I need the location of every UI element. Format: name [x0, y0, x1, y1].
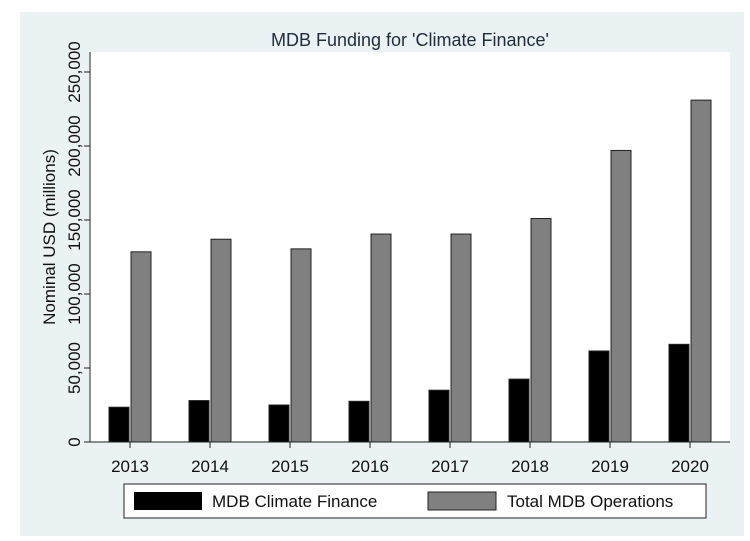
- bar-climate-finance-2014: [188, 400, 210, 443]
- chart-container: MDB Funding for 'Climate Finance' Nomina…: [20, 12, 744, 536]
- bar-total-operations-2014: [210, 238, 232, 443]
- y-tick-label: 50,000: [65, 342, 84, 394]
- bar-chart: MDB Funding for 'Climate Finance' Nomina…: [40, 30, 730, 519]
- bar-climate-finance-2013: [108, 406, 130, 443]
- y-tick-label: 200,000: [65, 115, 84, 176]
- bar-climate-finance-2015: [268, 404, 290, 443]
- bar-total-operations-2020: [690, 99, 712, 443]
- x-tick-label: 2017: [431, 457, 469, 476]
- bar-climate-finance-2018: [508, 378, 530, 443]
- bar-total-operations-2013: [130, 251, 152, 443]
- x-tick-label: 2020: [671, 457, 709, 476]
- legend-box: [123, 483, 707, 519]
- chart-title: MDB Funding for 'Climate Finance': [271, 30, 549, 50]
- legend-label-climate-finance: MDB Climate Finance: [212, 492, 377, 511]
- bar-total-operations-2015: [290, 248, 312, 443]
- legend: MDB Climate Finance Total MDB Operations: [123, 483, 707, 519]
- x-ticks: 2013 2014 2015 2016 2017 2018 2019 2020: [111, 442, 709, 476]
- y-tick-label: 100,000: [65, 263, 84, 324]
- x-tick-label: 2014: [191, 457, 229, 476]
- bar-climate-finance-2019: [588, 350, 610, 443]
- x-tick-label: 2015: [271, 457, 309, 476]
- bar-total-operations-2017: [450, 233, 472, 443]
- plot-area: [90, 52, 730, 442]
- bar-climate-finance-2017: [428, 389, 450, 443]
- bar-climate-finance-2016: [348, 400, 370, 443]
- y-tick-label: 150,000: [65, 189, 84, 250]
- x-tick-label: 2013: [111, 457, 149, 476]
- x-tick-label: 2018: [511, 457, 549, 476]
- y-tick-label: 0: [65, 437, 84, 446]
- y-tick-label: 250,000: [65, 41, 84, 102]
- y-ticks: 0 50,000 100,000 150,000 200,000 250,000: [65, 41, 90, 447]
- legend-swatch-climate-finance: [134, 492, 202, 510]
- bar-total-operations-2016: [370, 233, 392, 443]
- legend-swatch-total-operations: [427, 491, 497, 511]
- y-axis-label: Nominal USD (millions): [40, 149, 59, 325]
- x-tick-label: 2019: [591, 457, 629, 476]
- bar-total-operations-2019: [610, 149, 632, 443]
- bar-total-operations-2018: [530, 218, 552, 443]
- bar-climate-finance-2020: [668, 343, 690, 443]
- bars: [108, 99, 712, 443]
- legend-label-total-operations: Total MDB Operations: [507, 492, 673, 511]
- x-tick-label: 2016: [351, 457, 389, 476]
